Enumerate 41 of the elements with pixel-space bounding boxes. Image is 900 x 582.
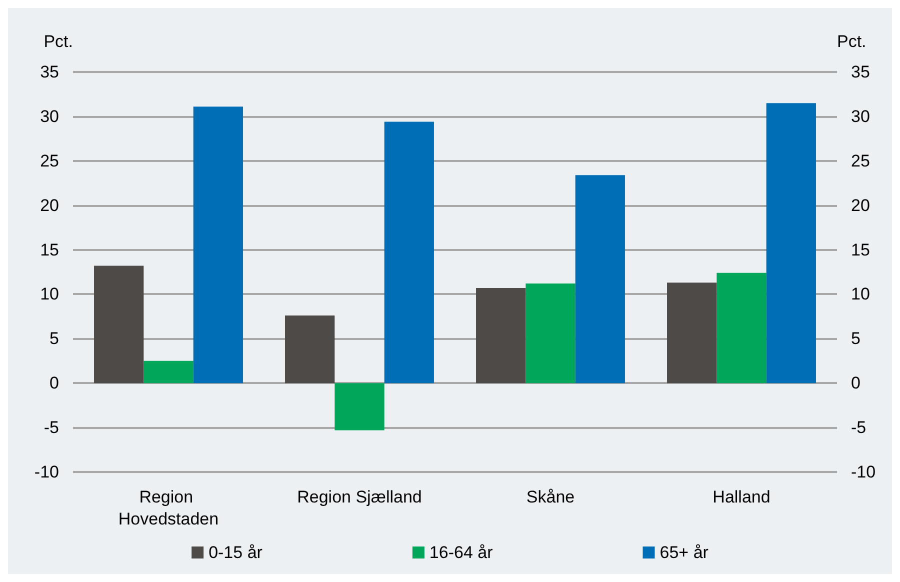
x-tick-label: Region Sjælland — [297, 488, 422, 506]
y-tick-label: 0 — [50, 374, 59, 393]
y-tick-label: 25 — [40, 151, 59, 170]
y-tick-label: 15 — [40, 240, 59, 260]
y2-tick-label: 35 — [851, 62, 870, 82]
bar — [94, 266, 144, 384]
y-tick-label: -10 — [34, 462, 59, 482]
y2-axis-title: Pct. — [837, 32, 866, 51]
bar — [766, 103, 816, 384]
bar — [476, 288, 526, 384]
bar — [193, 106, 243, 384]
y2-tick-label: 25 — [851, 151, 870, 170]
y2-tick-label: 30 — [851, 106, 870, 126]
y2-tick-label: -5 — [851, 418, 866, 438]
y2-tick-label: 15 — [851, 240, 870, 260]
legend-label: 16-64 år — [429, 543, 494, 562]
y-tick-label: 30 — [40, 106, 59, 126]
x-tick-label: Region Hovedstaden — [118, 488, 219, 528]
bar — [526, 284, 576, 384]
bar — [285, 316, 335, 384]
y2-tick-label: 5 — [851, 329, 860, 348]
y-axis-title: Pct. — [44, 32, 73, 51]
x-tick-label: Halland — [712, 488, 770, 506]
y2-tick-label: 0 — [851, 374, 860, 393]
bar — [667, 282, 717, 384]
y-tick-label: 35 — [40, 62, 59, 82]
y-tick-label: 10 — [40, 284, 59, 304]
y-tick-label: -5 — [44, 418, 59, 438]
y-tick-label: 5 — [50, 329, 59, 348]
x-tick-label: Skåne — [526, 488, 575, 506]
bar — [384, 122, 434, 384]
legend-label: 65+ år — [660, 543, 709, 562]
bar — [144, 360, 194, 384]
bar — [334, 383, 384, 430]
bar — [575, 175, 625, 384]
y2-tick-label: 10 — [851, 284, 870, 304]
y2-tick-label: -10 — [851, 462, 876, 482]
y-tick-label: 20 — [40, 196, 59, 215]
bar — [716, 272, 766, 384]
legend-label: 0-15 år — [208, 543, 263, 562]
y2-tick-label: 20 — [851, 196, 870, 215]
